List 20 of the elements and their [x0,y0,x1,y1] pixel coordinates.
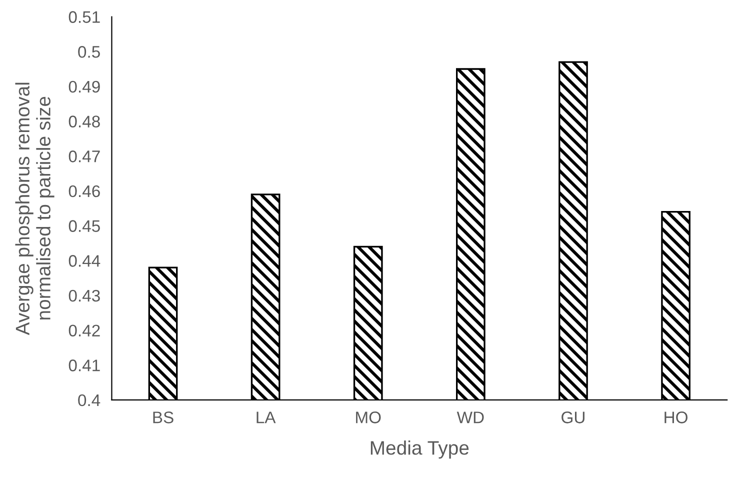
y-tick-label: 0.47 [68,150,100,162]
y-tick-label: 0.48 [68,116,100,128]
y-tick-label: 0.42 [68,324,100,336]
y-tick-label: 0.43 [68,290,100,302]
x-tick-label: HO [664,412,688,424]
y-axis-title: Avergae phosphorus removal normalised to particle size [15,82,54,336]
y-tick-label: 0.4 [78,394,100,406]
y-tick-label: 0.45 [68,220,100,232]
x-tick-label: WD [456,412,484,424]
x-tick-label: GU [562,412,584,424]
y-tick-label: 0.5 [78,46,100,58]
y-tick-label: 0.49 [68,80,100,93]
y-tick-label: 0.41 [68,360,100,372]
y-tick-label: 0.46 [68,185,100,198]
x-axis-title: Media Type [370,440,469,459]
x-tick-label: LA [256,412,276,424]
y-tick-label: 0.44 [68,255,100,267]
y-tick-label: 0.51 [68,11,100,23]
x-tick-label: MO [356,412,381,424]
x-tick-label: BS [153,412,174,424]
